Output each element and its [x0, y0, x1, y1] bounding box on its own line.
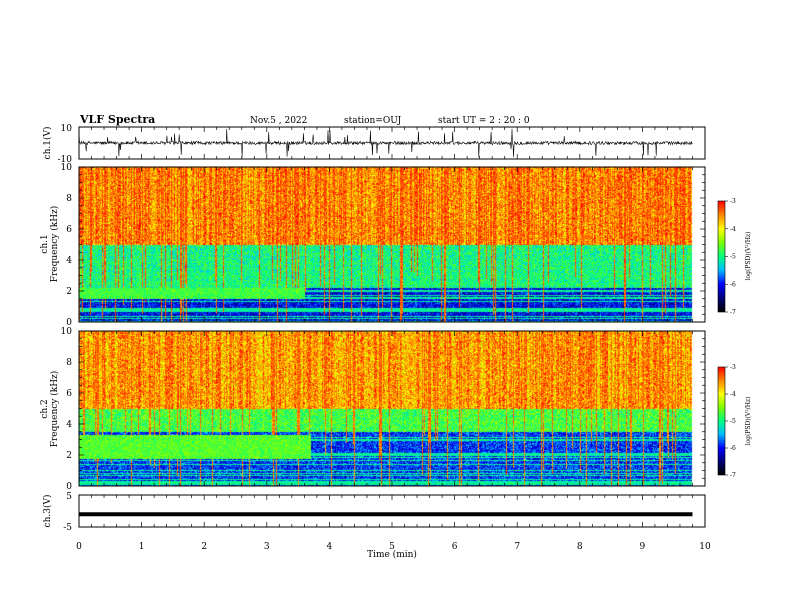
- ch2-spectrogram-image: [79, 331, 705, 486]
- spec1-yticks-label-8: 8: [66, 194, 72, 204]
- cb2-ticks-label-2: -5: [730, 418, 736, 425]
- ch1-ytick-top: 10: [61, 124, 73, 134]
- ch1-spectrogram-ylabel: Frequency (kHz): [49, 206, 60, 283]
- time-tick-label-0: 0: [76, 542, 82, 552]
- ch2-spectrogram-ylabel: Frequency (kHz): [49, 371, 60, 448]
- spec2-yticks-label-6: 6: [66, 389, 72, 399]
- ch1-waveform-trace: [78, 128, 693, 158]
- spec1-yticks-label-0: 0: [66, 318, 72, 328]
- ch1-waveform-line: [78, 128, 693, 158]
- time-tick-label-3: 3: [264, 542, 270, 552]
- ch3-ytick-top: 5: [66, 492, 72, 502]
- spec1-yticks-label-6: 6: [66, 225, 72, 235]
- time-tick-label-7: 7: [514, 542, 520, 552]
- cb2-ticks-label-1: -4: [730, 391, 736, 398]
- ch1-spectrogram-panel: 0 2 4 6 8 10 ch.1 Frequency (kHz): [40, 163, 706, 328]
- spec2-yticks-label-4: 4: [66, 420, 72, 430]
- cb1-ticks-label-0: -3: [730, 198, 736, 205]
- ch2-spectrogram-panel: 0 2 4 6 8 10 ch.2 Frequency (kHz): [40, 327, 706, 492]
- time-tick-label-2: 2: [201, 542, 207, 552]
- ch1-waveform-ylabel: ch.1(V): [42, 127, 53, 160]
- time-tick-label-10: 10: [699, 542, 711, 552]
- cb2-ticks-label-3: -6: [730, 445, 736, 452]
- figure-title: VLF Spectra: [79, 113, 155, 126]
- time-axis-ticks: [78, 127, 706, 527]
- ch1-frequency-ticks: 0 2 4 6 8 10: [61, 163, 705, 328]
- spec1-yticks-label-10: 10: [61, 163, 73, 173]
- ch2-colorbar-gradient: [718, 367, 725, 475]
- header-date: Nov.5 , 2022: [250, 116, 307, 126]
- time-tick-label-6: 6: [452, 542, 458, 552]
- ch1-colorbar-ticks: -3 -4 -5 -6 -7: [725, 198, 736, 316]
- spec2-yticks-label-8: 8: [66, 358, 72, 368]
- spec2-yticks-label-2: 2: [66, 451, 72, 461]
- spec1-yticks-label-4: 4: [66, 256, 72, 266]
- ch1-colorbar-label: log(PSD)(V²/Hz): [745, 232, 752, 281]
- cb1-ticks-label-4: -7: [730, 309, 736, 316]
- ch2-frequency-ticks: 0 2 4 6 8 10: [61, 327, 705, 492]
- cb1-ticks-label-3: -6: [730, 281, 736, 288]
- ch1-colorbar-gradient: [718, 201, 725, 312]
- cb1-ticks-label-2: -5: [730, 254, 736, 261]
- spec1-yticks-label-2: 2: [66, 287, 72, 297]
- cb1-ticks-label-1: -4: [730, 226, 736, 233]
- spec2-yticks-label-10: 10: [61, 327, 73, 337]
- time-tick-label-8: 8: [577, 542, 583, 552]
- time-axis-labels: 0 1 2 3 4 5 6 7 8 9 10: [76, 542, 711, 552]
- time-tick-label-9: 9: [640, 542, 646, 552]
- ch1-ytick-bottom: -10: [58, 155, 73, 165]
- header-station: station=OUJ: [344, 116, 402, 126]
- ch2-colorbar-ticks: -3 -4 -5 -6 -7: [725, 364, 736, 479]
- time-tick-label-1: 1: [139, 542, 145, 552]
- ch2-colorbar-label: log(PSD)(V²/Hz): [745, 397, 752, 446]
- time-axis-label: Time (min): [367, 549, 417, 560]
- ch1-spectrogram-label-channel: ch.1: [40, 234, 50, 253]
- cb2-ticks-label-0: -3: [730, 364, 736, 371]
- time-tick-label-5: 5: [389, 542, 395, 552]
- spec2-yticks-label-0: 0: [66, 482, 72, 492]
- header-start-time: start UT = 2 : 20 : 0: [438, 116, 530, 126]
- ch2-colorbar: -3 -4 -5 -6 -7 log(PSD)(V²/Hz): [717, 364, 752, 479]
- cb2-ticks-label-4: -7: [730, 472, 736, 479]
- time-tick-label-4: 4: [327, 542, 333, 552]
- ch1-spectrogram-image: [79, 167, 705, 322]
- ch1-colorbar: -3 -4 -5 -6 -7 log(PSD)(V²/Hz): [717, 198, 752, 316]
- ch2-spectrogram-label-channel: ch.2: [40, 399, 50, 418]
- ch3-waveform-ylabel: ch.3(V): [42, 495, 53, 528]
- ch3-ytick-bottom: -5: [63, 523, 72, 533]
